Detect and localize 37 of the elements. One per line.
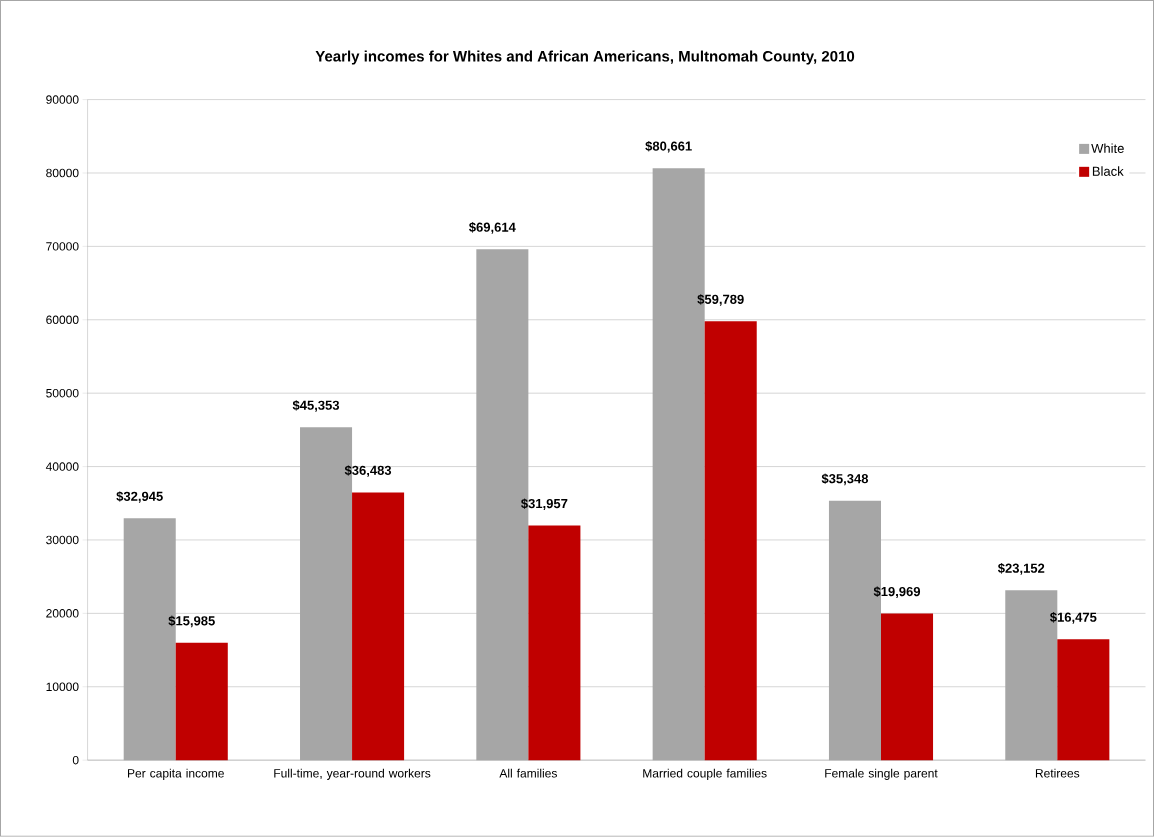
y-tick-label: 20000 bbox=[46, 609, 79, 618]
bar bbox=[175, 642, 228, 761]
data-label: $16,475 bbox=[1049, 612, 1097, 624]
y-tick-label: 60000 bbox=[46, 315, 79, 325]
y-tick-label: 40000 bbox=[45, 462, 79, 471]
data-label: $31,957 bbox=[521, 498, 568, 511]
data-label: $80,661 bbox=[645, 141, 692, 153]
x-tick-label: Per capita income bbox=[128, 768, 224, 781]
x-tick-label: Married couple families bbox=[643, 768, 767, 781]
x-tick-label: Female single parent bbox=[825, 768, 938, 781]
bar bbox=[881, 613, 934, 761]
data-label: $15,985 bbox=[168, 615, 215, 628]
data-label: $36,483 bbox=[344, 465, 392, 477]
y-tick-label: 80000 bbox=[46, 168, 79, 178]
bar bbox=[704, 321, 757, 761]
y-tick-label: 50000 bbox=[46, 389, 79, 398]
chart-title: Yearly incomes for Whites and African Americans, Multnomah County, 2010 bbox=[315, 50, 855, 65]
data-label: $69,614 bbox=[469, 222, 516, 234]
y-tick-label: 70000 bbox=[46, 242, 79, 251]
x-tick-label: All families bbox=[499, 768, 557, 778]
data-label: $32,945 bbox=[116, 491, 163, 503]
bar bbox=[528, 525, 581, 761]
x-tick-label: Retirees bbox=[1035, 768, 1080, 778]
data-label: $23,152 bbox=[997, 563, 1045, 575]
y-tick-label: 90000 bbox=[46, 95, 79, 104]
y-tick-label: 0 bbox=[72, 756, 79, 765]
data-label: $19,969 bbox=[873, 586, 921, 599]
legend-label: White bbox=[1091, 143, 1124, 154]
bar bbox=[1057, 639, 1110, 761]
x-tick-label: Full-time, year-round workers bbox=[274, 768, 431, 781]
bar bbox=[352, 492, 405, 761]
data-label: $35,348 bbox=[821, 473, 869, 486]
legend-label: Black bbox=[1092, 166, 1124, 177]
data-label: $59,789 bbox=[697, 294, 744, 306]
data-label: $45,353 bbox=[292, 400, 340, 412]
y-tick-label: 10000 bbox=[46, 682, 79, 692]
y-tick-label: 30000 bbox=[46, 535, 79, 545]
